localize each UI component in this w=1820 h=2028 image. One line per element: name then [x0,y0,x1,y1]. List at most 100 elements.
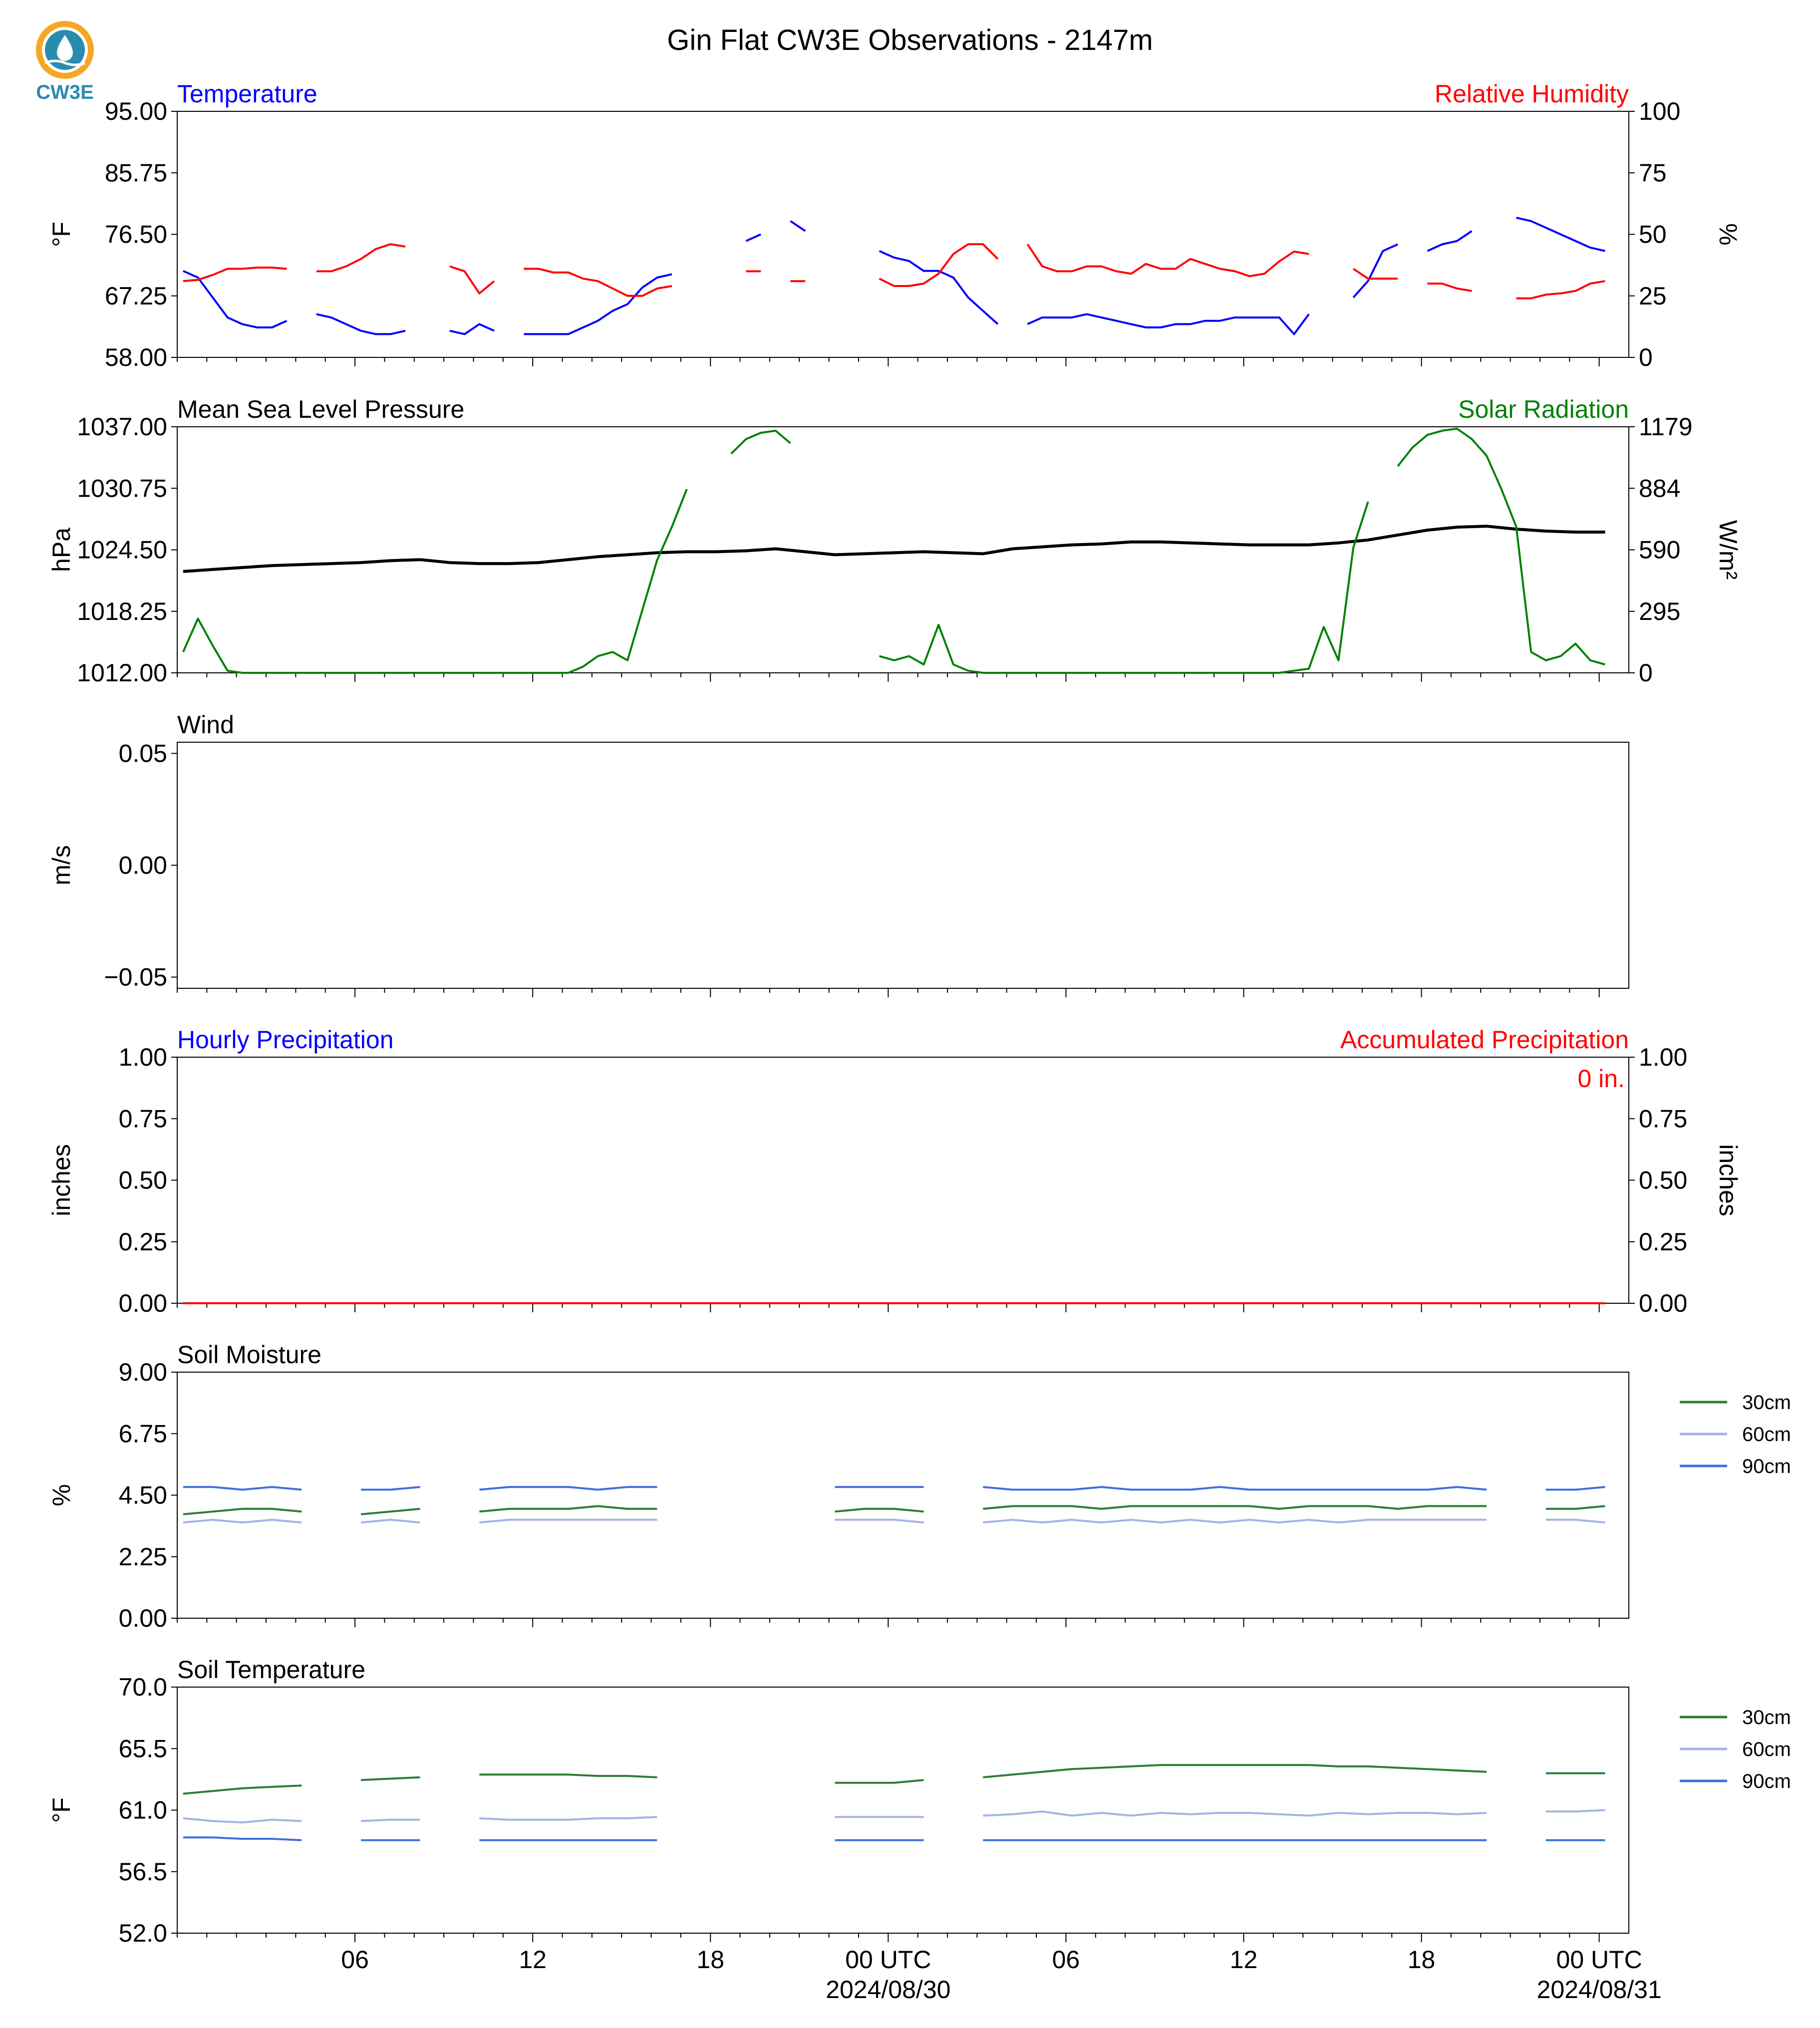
temperature-humidity-series-temperature [183,217,1605,335]
pressure-solar-series-mean-sea-level-pressure [183,525,1605,573]
legend-label-30cm: 30cm [1742,1707,1791,1729]
precipitation-ylabel: inches [47,1144,75,1216]
precipitation-frame [177,1057,1629,1304]
precipitation-right-title: Accumulated Precipitation [1340,1026,1629,1054]
wind-ytick-label: 0.00 [119,852,167,879]
temperature-humidity-ylabel: °F [47,222,75,247]
soil-moisture-series-90cm [183,1486,1605,1491]
pressure-solar-title: Mean Sea Level Pressure [177,395,464,423]
pressure-solar-series-solar-radiation [182,427,1606,674]
temperature-humidity-series-relative-humidity [183,243,1605,299]
soil-temperature-ytick-label: 56.5 [119,1858,167,1886]
precipitation-y2tick-label: 0.75 [1639,1105,1687,1133]
soil-temperature-series-30cm [183,1764,1605,1795]
pressure-solar-ytick-label: 1012.00 [77,659,167,687]
x-tick-label: 12 [519,1946,547,1974]
soil-moisture-ytick-label: 6.75 [119,1420,167,1448]
soil-moisture-frame [177,1372,1629,1619]
soil-moisture-series-60cm [183,1518,1605,1524]
precipitation-annotation: 0 in. [1577,1065,1625,1093]
legend-label-60cm: 60cm [1742,1738,1791,1760]
water-drop-icon [57,35,73,61]
wind-ytick-label: −0.05 [104,963,167,991]
pressure-solar-frame [177,426,1629,673]
soil-temperature-series-60cm [183,1809,1605,1824]
x-tick-label: 06 [341,1946,369,1974]
panel-soil-moisture: Soil Moisture 0.00 2.25 4.50 6.75 9.00% 30cm 60… [47,1341,1791,1632]
temperature-humidity-y2tick-label: 50 [1639,221,1667,249]
precipitation-ytick-label: 0.75 [119,1105,167,1133]
soil-temperature-legend: 30cm 60cm 90cm [1680,1707,1791,1792]
soil-temperature-ytick-label: 70.0 [119,1673,167,1701]
precipitation-ytick-label: 0.00 [119,1289,167,1317]
legend-label-60cm: 60cm [1742,1424,1791,1446]
precipitation-title: Hourly Precipitation [177,1026,394,1054]
pressure-solar-ylabel: hPa [47,528,75,572]
temperature-humidity-ytick-label: 58.00 [105,343,167,371]
pressure-solar-ytick-label: 1037.00 [77,413,167,441]
precipitation-ytick-label: 0.50 [119,1166,167,1194]
soil-moisture-ytick-label: 2.25 [119,1543,167,1571]
soil-moisture-ytick-label: 9.00 [119,1358,167,1386]
temperature-humidity-y2label: % [1714,223,1742,245]
temperature-humidity-ytick-label: 67.25 [105,282,167,310]
precipitation-y2tick-label: 1.00 [1639,1043,1687,1071]
temperature-humidity-right-title: Relative Humidity [1435,80,1629,108]
wind-frame [177,742,1629,989]
temperature-humidity-y2tick-label: 25 [1639,282,1667,310]
panel-temperature-humidity: Temperature Relative Humidity 58.00 67.25 76… [47,80,1742,371]
soil-temperature-title: Soil Temperature [177,1656,365,1684]
x-tick-label: 18 [1408,1946,1436,1974]
soil-temperature-ytick-label: 61.0 [119,1796,167,1824]
wind-ytick-label: 0.05 [119,739,167,767]
logo-text: CW3E [36,81,94,103]
legend-label-90cm: 90cm [1742,1770,1791,1792]
x-tick-label: 06 [1052,1946,1080,1974]
pressure-solar-ytick-label: 1018.25 [77,597,167,625]
temperature-humidity-y2tick-label: 75 [1639,159,1667,187]
legend-label-90cm: 90cm [1742,1455,1791,1477]
pressure-solar-y2tick-label: 0 [1639,659,1653,687]
pressure-solar-ytick-label: 1024.50 [77,536,167,564]
precipitation-y2label: inches [1714,1144,1742,1216]
temperature-humidity-ytick-label: 85.75 [105,159,167,187]
x-tick-label: 18 [696,1946,724,1974]
temperature-humidity-y2tick-label: 100 [1639,97,1680,125]
panel-precipitation: Hourly Precipitation Accumulated Precipit… [47,1026,1742,1317]
cw3e-logo: CW3E [36,21,94,103]
pressure-solar-right-title: Solar Radiation [1458,395,1629,423]
precipitation-y2tick-label: 0.25 [1639,1228,1687,1256]
temperature-humidity-frame [177,111,1629,358]
pressure-solar-y2tick-label: 295 [1639,597,1680,625]
soil-moisture-ylabel: % [47,1484,75,1506]
precipitation-ytick-label: 1.00 [119,1043,167,1071]
soil-moisture-legend: 30cm 60cm 90cm [1680,1392,1791,1477]
soil-moisture-ytick-label: 4.50 [119,1481,167,1509]
pressure-solar-y2tick-label: 884 [1639,474,1680,502]
temperature-humidity-ytick-label: 76.50 [105,221,167,249]
pressure-solar-y2tick-label: 590 [1639,536,1680,564]
panel-soil-temperature: Soil Temperature 52.0 56.5 61.0 65.5 70.0 °F 30… [47,1656,1791,1947]
pressure-solar-y2tick-label: 1179 [1639,413,1693,441]
x-tick-label: 00 UTC [845,1946,931,1974]
chart-panels: Temperature Relative Humidity 58.00 67.25 76… [47,80,1791,2004]
pressure-solar-ytick-label: 1030.75 [77,474,167,502]
wave-icon [44,59,85,66]
soil-temperature-series-90cm [183,1836,1605,1841]
x-tick-label: 12 [1230,1946,1258,1974]
x-date-label: 2024/08/31 [1537,1976,1662,2004]
precipitation-y2tick-label: 0.00 [1639,1289,1687,1317]
soil-moisture-series-30cm [183,1505,1605,1515]
panel-wind: Wind −0.05 0.00 0.05 m/s [47,711,1629,997]
soil-temperature-ytick-label: 65.5 [119,1735,167,1762]
soil-temperature-frame [177,1687,1629,1934]
temperature-humidity-title: Temperature [177,80,317,108]
wind-title: Wind [177,711,234,739]
temperature-humidity-y2tick-label: 0 [1639,343,1653,371]
soil-temperature-ylabel: °F [47,1797,75,1823]
pressure-solar-y2label: W/m² [1714,520,1742,579]
temperature-humidity-ytick-label: 95.00 [105,97,167,125]
soil-moisture-title: Soil Moisture [177,1341,321,1369]
soil-moisture-ytick-label: 0.00 [119,1604,167,1632]
wind-ylabel: m/s [47,845,75,885]
